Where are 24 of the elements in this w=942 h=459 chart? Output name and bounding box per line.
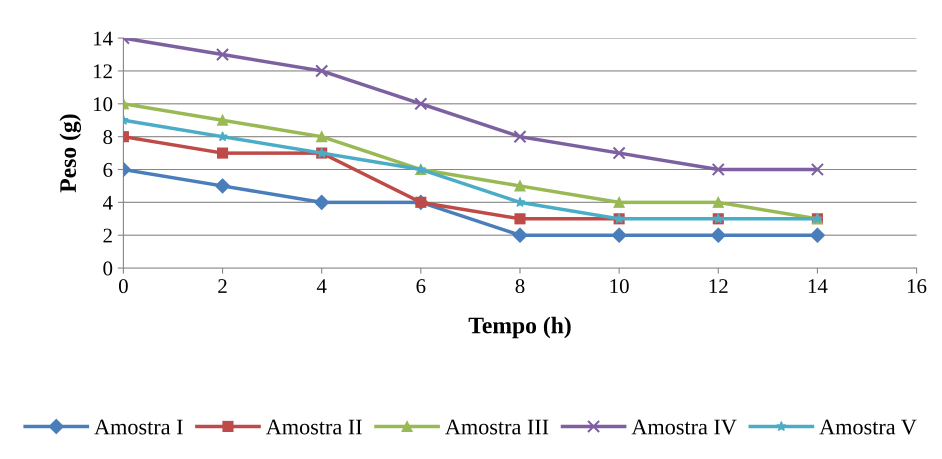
y-tick-label: 10 [94,97,112,112]
x-tick-label: 0 [118,279,128,294]
y-axis-title: Peso (g) [59,114,82,192]
x-axis-title: Tempo (h) [468,316,571,338]
y-tick-label: 14 [94,32,113,46]
x-tick-label: 4 [316,279,327,293]
x-tick-label: 16 [908,279,926,294]
x-tick-label: 2 [218,279,227,293]
x-tick-label: 12 [710,279,728,293]
y-tick-label: 8 [103,130,112,144]
legend-label: Amostra IV [632,420,737,435]
x-tick-label: 14 [808,279,828,293]
y-tick-label: 0 [103,261,112,276]
x-tick-label: 10 [610,279,629,294]
x-tick-label: 6 [416,279,426,294]
legend-label: Amostra I [94,420,183,434]
y-tick-label: 2 [103,228,112,242]
x-tick-label: 8 [516,279,524,294]
legend-label: Amostra V [819,420,917,435]
y-tick-label: 4 [102,196,113,210]
y-tick-label: 6 [103,162,112,177]
legend-label: Amostra III [445,420,548,434]
legend-label: Amostra II [266,420,362,434]
y-tick-label: 12 [94,64,112,78]
